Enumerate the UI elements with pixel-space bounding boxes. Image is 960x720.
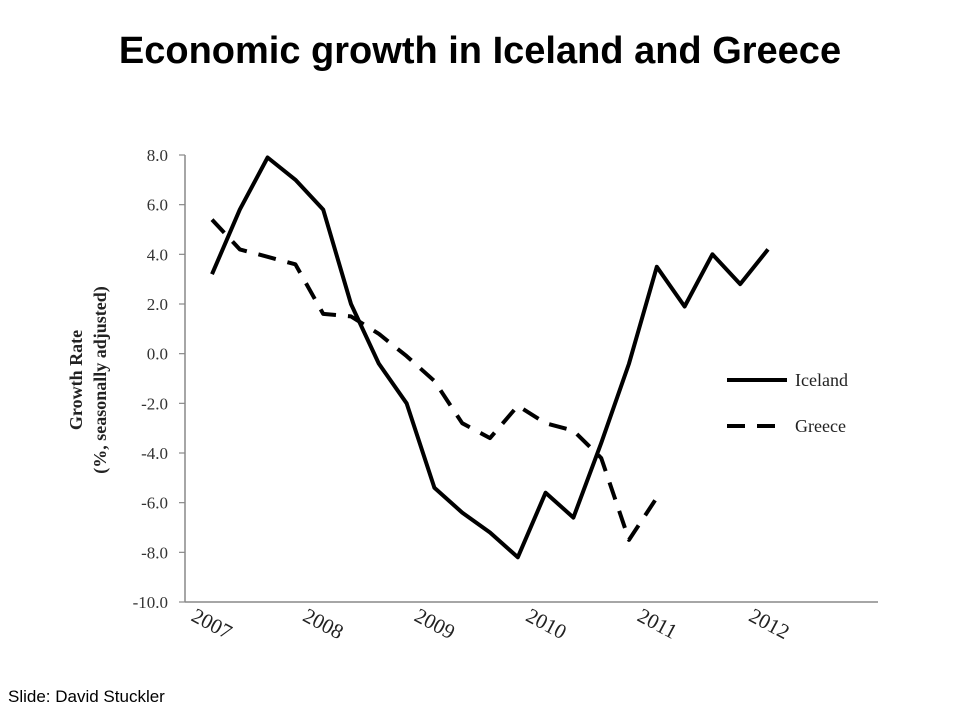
x-tick-label: 2012	[745, 603, 793, 644]
legend-label-iceland: Iceland	[795, 370, 848, 390]
x-tick-label: 2010	[522, 603, 570, 644]
series-line-greece	[210, 218, 659, 542]
y-axis-title: Growth Rate (%, seasonally adjusted)	[66, 286, 111, 474]
legend: Iceland Greece	[727, 370, 848, 436]
slide-title: Economic growth in Iceland and Greece	[118, 30, 842, 72]
x-tick-label: 2008	[299, 603, 347, 644]
legend-label-greece: Greece	[795, 416, 846, 436]
y-tick-label: 6.0	[147, 196, 168, 215]
y-tick-label: 0.0	[147, 345, 168, 364]
y-tick-label: -4.0	[141, 444, 168, 463]
axes	[179, 154, 878, 603]
y-tick-label: -10.0	[133, 593, 168, 612]
series-lines	[210, 155, 770, 560]
x-tick-label: 2009	[411, 603, 459, 644]
y-tick-label: 2.0	[147, 295, 168, 314]
y-tick-labels: 8.0 6.0 4.0 2.0 0.0 -2.0 -4.0 -6.0 -8.0 -10.0	[133, 146, 168, 612]
series-line-iceland	[210, 155, 770, 560]
y-axis-title-line1: Growth Rate	[66, 330, 86, 430]
y-tick-label: -6.0	[141, 494, 168, 513]
y-axis-title-line2: (%, seasonally adjusted)	[90, 286, 111, 474]
y-tick-label: 8.0	[147, 146, 168, 165]
x-tick-label: 2011	[634, 603, 682, 644]
x-tick-label: 2007	[188, 603, 236, 644]
y-tick-label: -2.0	[141, 394, 168, 413]
y-tick-label: -8.0	[141, 543, 168, 562]
y-tick-label: 4.0	[147, 245, 168, 264]
slide-credit: Slide: David Stuckler	[8, 687, 165, 706]
x-tick-labels: 2007 2008 2009 2010 2011 2012	[188, 603, 794, 644]
